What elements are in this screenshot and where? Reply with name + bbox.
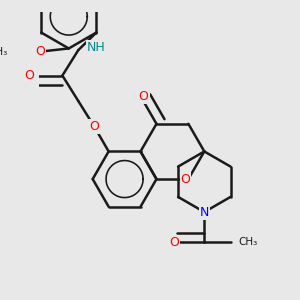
Text: O: O — [169, 236, 179, 249]
Text: N: N — [200, 206, 209, 218]
Text: O: O — [89, 120, 99, 133]
Text: NH: NH — [87, 40, 106, 54]
Text: O: O — [35, 45, 45, 58]
Text: O: O — [181, 172, 190, 186]
Text: O: O — [24, 69, 34, 82]
Text: O: O — [139, 90, 148, 103]
Text: CH₃: CH₃ — [239, 237, 258, 247]
Text: CH₃: CH₃ — [0, 46, 7, 57]
